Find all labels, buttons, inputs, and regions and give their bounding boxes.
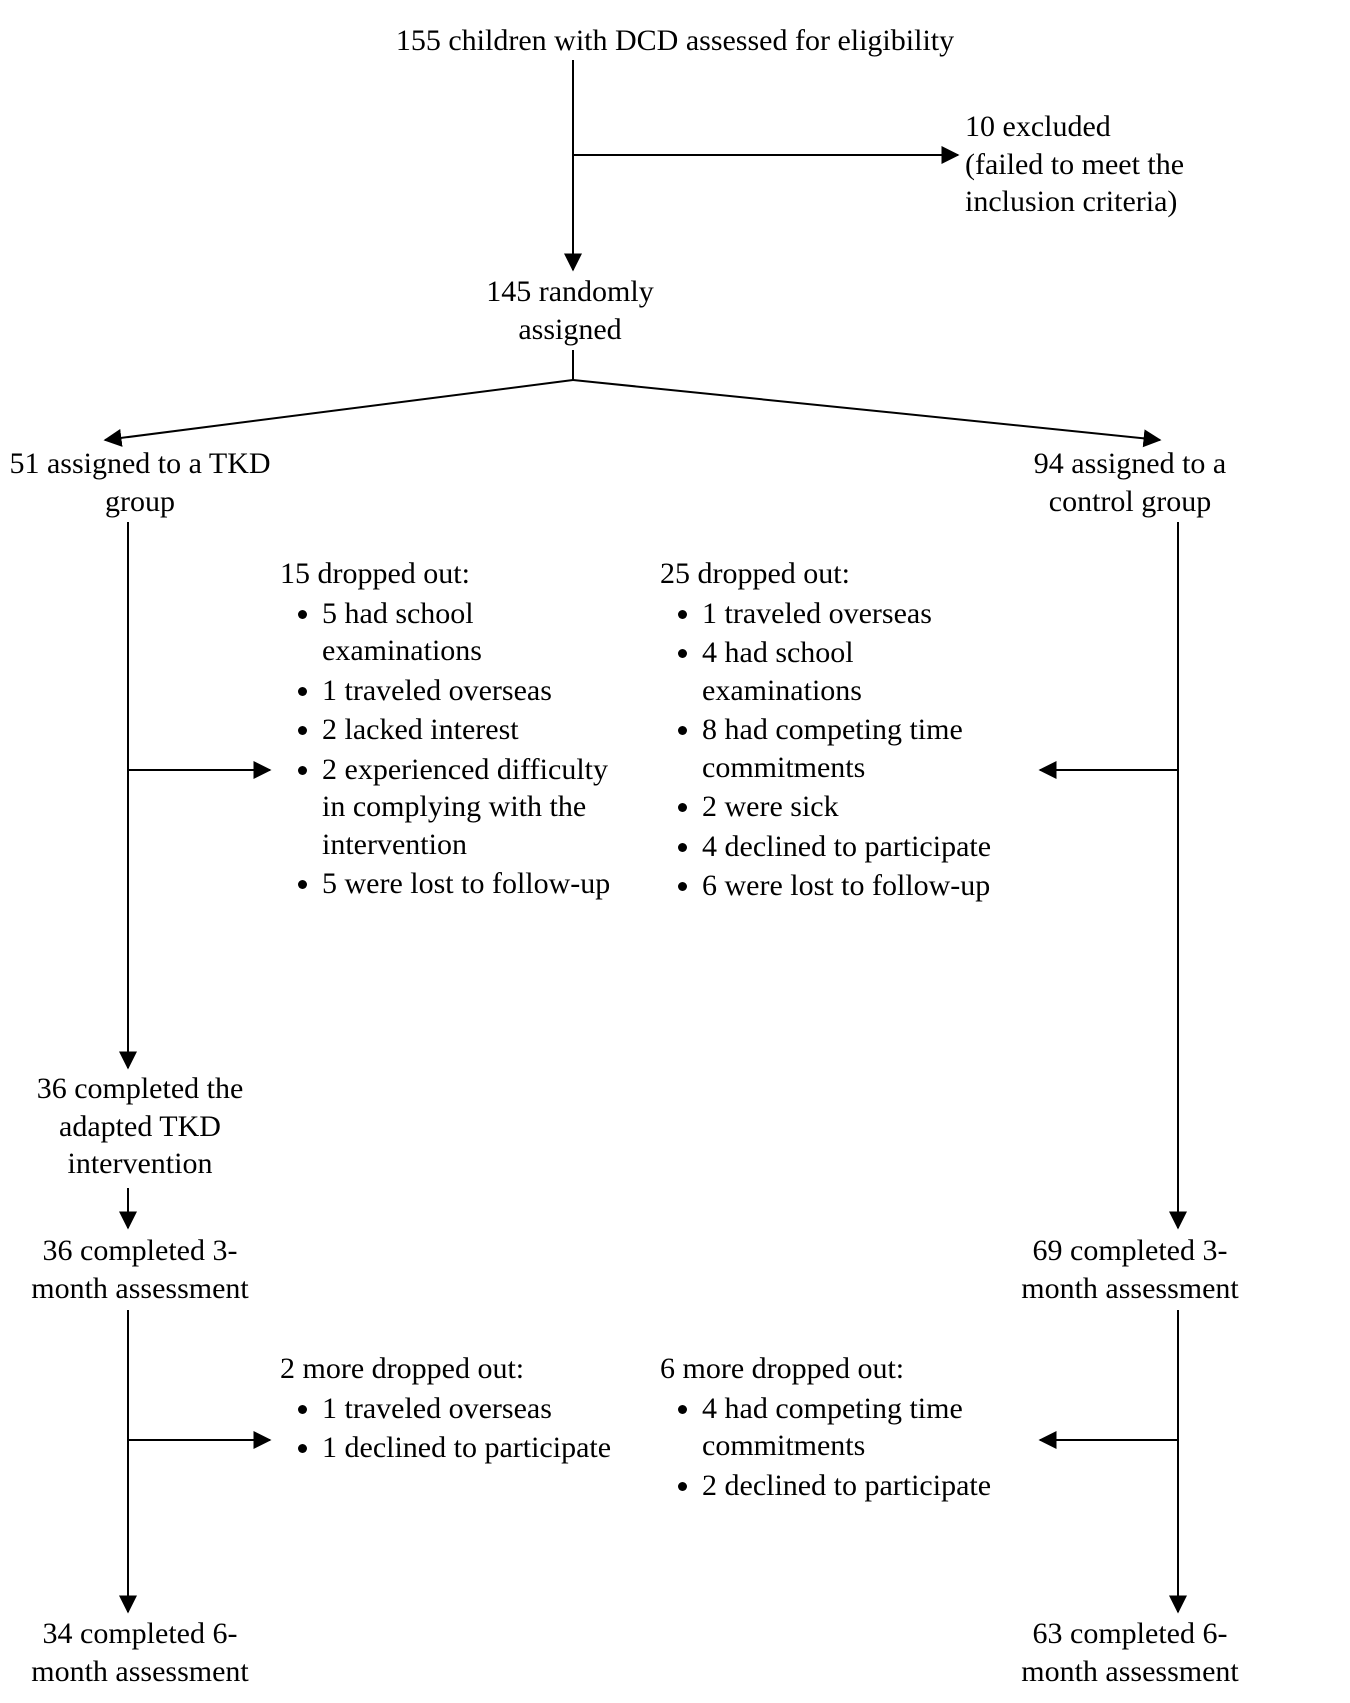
- dropout-item: 1 declined to participate: [322, 1429, 630, 1467]
- dropout-tkd-2: 2 more dropped out: 1 traveled overseas1…: [280, 1350, 630, 1469]
- dropout-list: 1 traveled overseas1 declined to partici…: [280, 1390, 630, 1467]
- node-randomized: 145 randomlyassigned: [440, 273, 700, 348]
- dropout-ctrl-1: 25 dropped out: 1 traveled overseas4 had…: [660, 555, 1020, 907]
- dropout-title: 25 dropped out:: [660, 555, 1020, 593]
- dropout-item: 1 traveled overseas: [702, 595, 1020, 633]
- node-text: 94 assigned to acontrol group: [1034, 447, 1226, 518]
- node-tkd-completed-intervention: 36 completed theadapted TKDintervention: [0, 1070, 290, 1183]
- dropout-item: 1 traveled overseas: [322, 1390, 630, 1428]
- dropout-title: 15 dropped out:: [280, 555, 630, 593]
- dropout-tkd-1: 15 dropped out: 5 had school examination…: [280, 555, 630, 905]
- node-text: 36 completed 3-month assessment: [31, 1234, 249, 1305]
- dropout-list: 1 traveled overseas4 had school examinat…: [660, 595, 1020, 905]
- node-text: 69 completed 3-month assessment: [1021, 1234, 1239, 1305]
- dropout-item: 5 were lost to follow-up: [322, 865, 630, 903]
- node-text: 36 completed theadapted TKDintervention: [37, 1072, 244, 1180]
- node-text: 34 completed 6-month assessment: [31, 1617, 249, 1688]
- dropout-title: 6 more dropped out:: [660, 1350, 1020, 1388]
- node-eligibility: 155 children with DCD assessed for eligi…: [325, 22, 1025, 60]
- node-text: 155 children with DCD assessed for eligi…: [396, 24, 954, 57]
- dropout-item: 2 were sick: [702, 788, 1020, 826]
- node-ctrl-6mo: 63 completed 6-month assessment: [980, 1615, 1280, 1690]
- dropout-list: 5 had school examinations1 traveled over…: [280, 595, 630, 903]
- node-text: 51 assigned to a TKDgroup: [9, 447, 270, 518]
- dropout-item: 2 lacked interest: [322, 711, 630, 749]
- node-text: 63 completed 6-month assessment: [1021, 1617, 1239, 1688]
- dropout-ctrl-2: 6 more dropped out: 4 had competing time…: [660, 1350, 1020, 1506]
- node-ctrl-3mo: 69 completed 3-month assessment: [980, 1232, 1280, 1307]
- dropout-item: 6 were lost to follow-up: [702, 867, 1020, 905]
- node-ctrl-assigned: 94 assigned to acontrol group: [980, 445, 1280, 520]
- flowchart-canvas: 155 children with DCD assessed for eligi…: [0, 0, 1350, 1703]
- node-excluded: 10 excluded(failed to meet theinclusion …: [965, 108, 1295, 221]
- dropout-title: 2 more dropped out:: [280, 1350, 630, 1388]
- dropout-item: 8 had competing time commitments: [702, 711, 1020, 786]
- dropout-list: 4 had competing time commitments2 declin…: [660, 1390, 1020, 1505]
- dropout-item: 2 declined to participate: [702, 1467, 1020, 1505]
- dropout-item: 4 had school examinations: [702, 634, 1020, 709]
- node-tkd-3mo: 36 completed 3-month assessment: [0, 1232, 290, 1307]
- dropout-item: 4 declined to participate: [702, 828, 1020, 866]
- node-tkd-assigned: 51 assigned to a TKDgroup: [0, 445, 290, 520]
- dropout-item: 4 had competing time commitments: [702, 1390, 1020, 1465]
- dropout-item: 2 experienced difficulty in complying wi…: [322, 751, 630, 864]
- node-text: 10 excluded(failed to meet theinclusion …: [965, 110, 1184, 218]
- node-tkd-6mo: 34 completed 6-month assessment: [0, 1615, 290, 1690]
- dropout-item: 5 had school examinations: [322, 595, 630, 670]
- node-text: 145 randomlyassigned: [486, 275, 653, 346]
- dropout-item: 1 traveled overseas: [322, 672, 630, 710]
